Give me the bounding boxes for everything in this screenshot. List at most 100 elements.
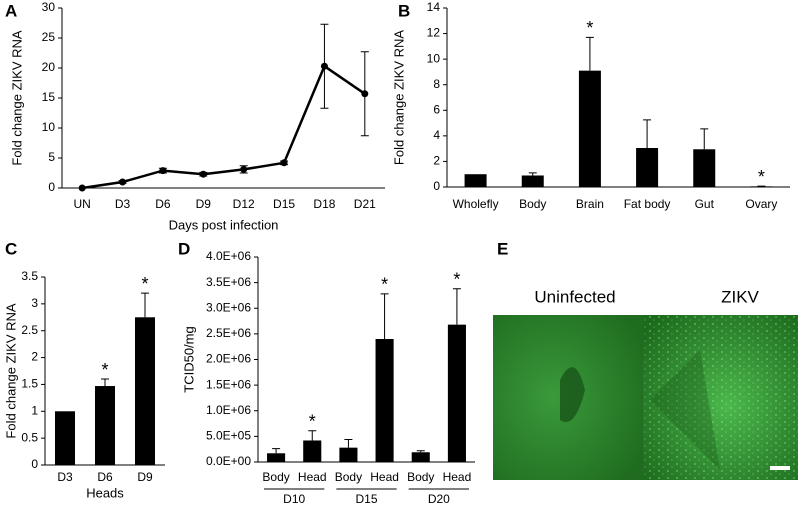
point [199,170,207,178]
y-tick-label: 0 [31,457,38,471]
y-tick-label: 2.5E+06 [206,326,251,340]
y-tick-label: 1 [31,403,38,417]
significance: * [309,411,316,431]
point [159,167,167,175]
x-tick-label: Head [298,470,327,484]
y-tick-label: 3 [31,296,38,310]
y-tick-label: 30 [42,0,56,14]
error-bar [585,36,594,71]
y-tick-label: 20 [42,60,56,74]
significance: * [101,360,108,380]
scale-bar [770,466,790,470]
bar [521,175,544,187]
tissue-shadow [560,367,585,422]
image-label: ZIKV [721,287,759,306]
y-tick-label: 2.5 [21,323,38,337]
x-tick-label: Ovary [745,197,777,211]
y-tick-label: 2 [433,154,440,168]
y-tick-label: 0 [48,180,55,194]
bar [578,70,601,187]
significance: * [381,275,388,295]
x-tick-label: D21 [354,197,376,211]
point [240,165,248,173]
error-bar [308,430,317,441]
bar [339,447,358,462]
group-label: D10 [283,492,305,506]
zikv-speckle [643,315,798,480]
panel-label: A [5,1,17,20]
x-tick-label: Gut [695,197,715,211]
significance: * [586,18,593,38]
y-tick-label: 2 [31,350,38,364]
y-tick-label: 3.5 [21,269,38,283]
x-tick-label: D6 [97,470,113,484]
bar [95,386,115,465]
y-tick-label: 4.0E+06 [206,249,251,263]
tissue-fold [650,350,720,470]
x-axis-label: Days post infection [169,217,279,232]
y-tick-label: 5 [48,150,55,164]
y-tick-label: 15 [42,90,56,104]
x-tick-label: D3 [115,197,131,211]
y-axis-label: TCID50/mg [181,326,196,392]
significance: * [453,270,460,290]
panel-label: D [178,239,190,258]
x-tick-label: Head [443,470,472,484]
bar [135,317,155,465]
bar [464,174,487,187]
bar [750,186,773,187]
point [78,184,86,192]
y-tick-label: 5.0E+05 [206,429,251,443]
panel-label: B [398,1,410,20]
y-tick-label: 3.0E+06 [206,300,251,314]
bar [267,453,286,462]
y-tick-label: 4 [433,128,440,142]
y-tick-label: 2.0E+06 [206,352,251,366]
y-tick-label: 3.5E+06 [206,275,251,289]
x-tick-label: D15 [273,197,295,211]
x-tick-label: Body [335,470,362,484]
group-label: D20 [428,492,450,506]
y-tick-label: 0.5 [21,430,38,444]
point [361,90,369,98]
significance: * [141,274,148,294]
error-bar [452,288,461,325]
x-tick-label: D3 [57,470,73,484]
y-tick-label: 14 [427,0,441,14]
x-axis-label: Heads [86,485,124,500]
y-tick-label: 6 [433,102,440,116]
y-tick-label: 1.0E+06 [206,403,251,417]
image-label: Uninfected [534,287,615,306]
error-bar [416,450,425,453]
bar [636,148,659,187]
x-tick-label: Brain [576,197,604,211]
panel-label: E [497,239,508,258]
y-axis-label: Fold change ZIKV RNA [391,30,406,165]
error-bar [344,438,353,448]
x-tick-label: D18 [313,197,335,211]
x-tick-label: Head [370,470,399,484]
group-label: D15 [355,492,377,506]
error-bar [643,119,652,149]
significance: * [758,167,765,187]
x-tick-label: D12 [233,197,255,211]
y-tick-label: 0.0E+00 [206,454,251,468]
bar [303,440,322,462]
panel-label: C [5,239,17,258]
x-tick-label: Wholefly [453,197,499,211]
error-bar [528,172,537,176]
bar [411,452,430,462]
error-bar [700,128,709,150]
x-tick-label: Body [262,470,289,484]
x-tick-label: D6 [155,197,171,211]
x-tick-label: D9 [196,197,212,211]
y-axis-label: Fold change ZIKV RNA [9,30,24,165]
point [320,62,328,70]
bar [55,411,75,465]
y-tick-label: 12 [427,26,441,40]
x-tick-label: Body [407,470,434,484]
y-tick-label: 1.5E+06 [206,377,251,391]
error-bar [141,292,149,318]
